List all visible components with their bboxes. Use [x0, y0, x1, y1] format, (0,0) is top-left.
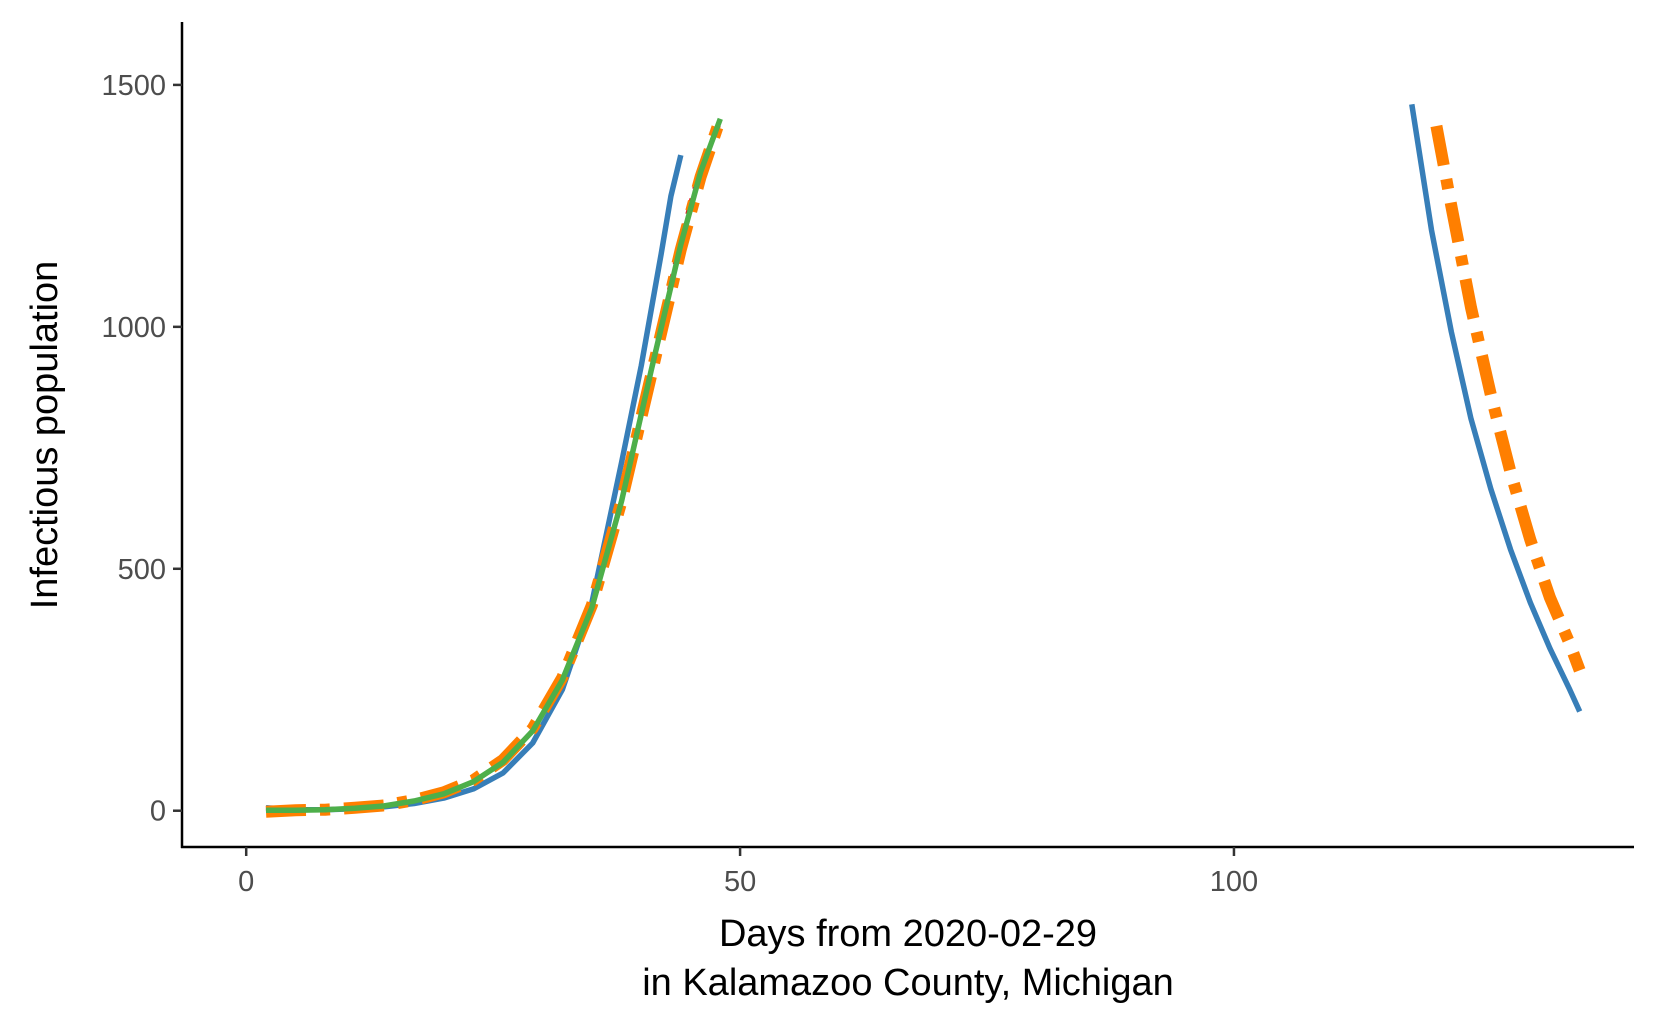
x-tick-label: 50: [724, 866, 756, 898]
series-1-line-segment-1: [265, 154, 684, 813]
series-4-line-segment-1: [266, 117, 723, 813]
y-tick-label: 1000: [101, 312, 166, 344]
series-2-line-segment-1: [265, 120, 723, 813]
y-tick-label: 500: [118, 554, 166, 586]
x-tick-label: 100: [1210, 866, 1258, 898]
series-3-line-segment-1: [265, 116, 726, 818]
series-3-line-segment-2: [1430, 124, 1586, 673]
y-axis-title: Infectious population: [24, 261, 66, 610]
x-axis-title-line-1: Days from 2020-02-29: [719, 913, 1097, 955]
series-1-line-segment-2: [1409, 103, 1583, 713]
x-axis-title-line-2: in Kalamazoo County, Michigan: [642, 962, 1174, 1004]
series-layer: [265, 103, 1586, 818]
x-tick-label: 0: [238, 866, 254, 898]
axes: [180, 22, 1634, 849]
y-tick-label: 0: [150, 796, 166, 828]
y-tick-label: 1500: [101, 70, 166, 102]
